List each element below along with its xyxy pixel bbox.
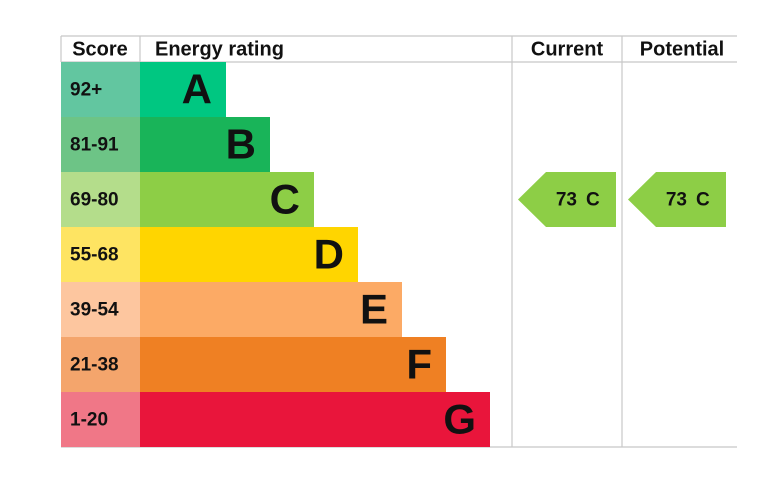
rating-bar	[140, 172, 314, 227]
header-rating: Energy rating	[155, 38, 284, 60]
header-current: Current	[531, 38, 604, 60]
current-arrow	[518, 172, 616, 227]
rating-bar	[140, 392, 490, 447]
rating-letter: E	[360, 286, 388, 333]
rating-letter: G	[443, 396, 476, 443]
rating-bar	[140, 117, 270, 172]
rating-bar	[140, 62, 226, 117]
rating-bar	[140, 337, 446, 392]
score-label: 39-54	[70, 300, 119, 321]
score-cell	[61, 172, 140, 227]
score-label: 92+	[70, 80, 102, 101]
potential-letter: C	[696, 190, 710, 211]
rating-letter: D	[314, 231, 344, 278]
potential-score: 73	[666, 190, 687, 211]
score-label: 21-38	[70, 355, 119, 376]
rating-letter: A	[182, 66, 212, 113]
header-score: Score	[72, 38, 128, 60]
rating-bar	[140, 227, 358, 282]
score-cell	[61, 62, 140, 117]
score-label: 81-91	[70, 135, 119, 156]
score-cell	[61, 227, 140, 282]
current-score: 73	[556, 190, 577, 211]
score-cell	[61, 337, 140, 392]
potential-arrow	[628, 172, 726, 227]
score-cell	[61, 282, 140, 337]
current-letter: C	[586, 190, 600, 211]
score-cell	[61, 392, 140, 447]
rating-letter: C	[270, 176, 300, 223]
rating-bar	[140, 282, 402, 337]
score-cell	[61, 117, 140, 172]
rating-letter: B	[226, 121, 256, 168]
header-potential: Potential	[640, 38, 724, 60]
score-label: 55-68	[70, 245, 119, 266]
score-label: 1-20	[70, 410, 108, 431]
score-label: 69-80	[70, 190, 119, 211]
rating-letter: F	[406, 341, 432, 388]
